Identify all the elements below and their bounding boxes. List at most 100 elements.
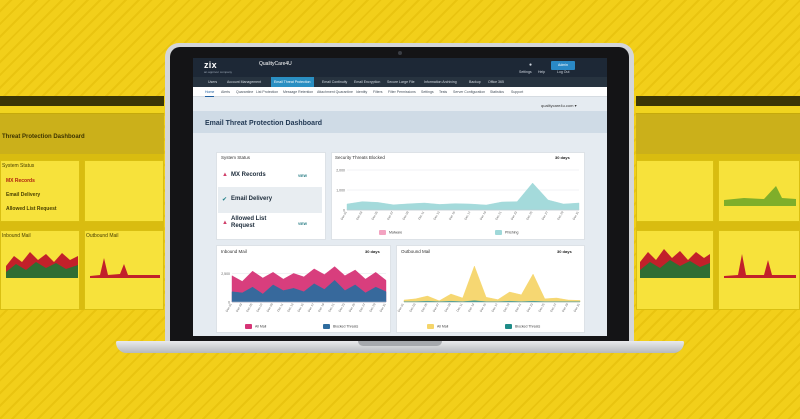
subnav-server-configuration[interactable]: Server Configuration bbox=[453, 90, 486, 94]
legend-swatch bbox=[323, 324, 330, 329]
legend-malware: Malware bbox=[379, 230, 402, 235]
legend-blocked-threats: Blocked Threats bbox=[505, 324, 540, 329]
threats-chart: 0 1,000 2,000 Dec 01 Dec 03 Dec 05 Dec 07 Dec 0… bbox=[336, 169, 580, 221]
primary-nav: Users Account Management Email Threat Pr… bbox=[193, 77, 607, 87]
settings-link[interactable]: Settings bbox=[519, 70, 532, 74]
x-tick-label: Dec 05 bbox=[420, 302, 428, 313]
side-status-card bbox=[0, 160, 80, 222]
legend-label: Blocked Threats bbox=[333, 324, 359, 329]
logout-link[interactable]: Log Out bbox=[557, 70, 570, 74]
subnav-attachment-quarantine[interactable]: Attachment Quarantine bbox=[317, 90, 353, 94]
outbound-days[interactable]: 30 days bbox=[557, 249, 572, 254]
x-tick-label: Dec 11 bbox=[276, 302, 284, 312]
subnav-identity[interactable]: Identity bbox=[356, 90, 368, 94]
side-status-title: System Status bbox=[2, 163, 35, 169]
side-inbound-title: Inbound Mail bbox=[2, 233, 31, 239]
x-tick-label: Dec 01 bbox=[397, 302, 405, 313]
x-tick-label: Dec 19 bbox=[317, 302, 325, 313]
x-tick-label: Dec 27 bbox=[541, 210, 549, 221]
status-row-email-delivery[interactable]: ✔ Email Delivery bbox=[218, 187, 322, 213]
side-navbar bbox=[636, 106, 800, 114]
x-tick-label: Dec 23 bbox=[510, 210, 518, 221]
nav-email-threat-protection[interactable]: Email Threat Protection bbox=[271, 77, 314, 87]
x-tick-label: Dec 03 bbox=[355, 210, 363, 221]
subnav-statistics[interactable]: Statistics bbox=[490, 90, 505, 94]
nav-information-archiving[interactable]: Information Archiving bbox=[424, 80, 457, 84]
x-tick-label: Dec 15 bbox=[448, 210, 456, 221]
x-tick-label: Dec 21 bbox=[327, 302, 335, 313]
user-icon[interactable]: ● bbox=[529, 62, 533, 68]
x-tick-label: Dec 13 bbox=[432, 210, 440, 221]
x-tick-label: Dec 17 bbox=[463, 210, 471, 221]
nav-secure-large-file[interactable]: Secure Large File bbox=[387, 80, 415, 84]
subnav-list-protection[interactable]: List Protection bbox=[256, 90, 279, 94]
view-link[interactable]: VIEW bbox=[298, 222, 307, 226]
status-row-allowed-list[interactable]: ▲ Allowed List Request VIEW bbox=[218, 211, 322, 239]
x-tick-label: Dec 29 bbox=[561, 302, 569, 313]
x-tick-label: Dec 17 bbox=[491, 302, 499, 313]
legend-swatch bbox=[427, 324, 434, 329]
legend-phishing: Phishing bbox=[495, 230, 518, 235]
legend-all-mail: All Mail bbox=[245, 324, 266, 329]
subnav-message-retention[interactable]: Message Retention bbox=[283, 90, 314, 94]
nav-email-continuity[interactable]: Email Continuity bbox=[322, 80, 348, 84]
status-row-mx-records[interactable]: ▲ MX Records VIEW bbox=[218, 163, 322, 189]
outbound-title: Outbound Mail bbox=[401, 249, 431, 254]
legend-swatch bbox=[245, 324, 252, 329]
x-tick-label: Dec 13 bbox=[286, 302, 294, 313]
x-tick-label: Dec 27 bbox=[549, 302, 557, 313]
side-row-mx: MX Records bbox=[6, 178, 35, 184]
legend-label: All Mail bbox=[255, 324, 267, 329]
x-tick-label: Dec 11 bbox=[455, 302, 463, 312]
domain-selector[interactable]: qualitycare4u.com ▾ bbox=[541, 103, 577, 108]
subnav-quarantine[interactable]: Quarantine bbox=[236, 90, 254, 94]
side-page-title: Threat Protection Dashboard bbox=[2, 134, 85, 140]
series-area-all-mail bbox=[403, 265, 581, 303]
subnav-settings[interactable]: Settings bbox=[421, 90, 434, 94]
status-label: Email Delivery bbox=[231, 196, 273, 202]
subnav-filter-permissions[interactable]: Filter Permissions bbox=[388, 90, 416, 94]
x-tick-label: Dec 31 bbox=[573, 302, 581, 313]
series-area-phishing bbox=[346, 182, 580, 211]
view-link[interactable]: VIEW bbox=[298, 174, 307, 178]
subnav-support[interactable]: Support bbox=[511, 90, 524, 94]
subnav-filters[interactable]: Filters bbox=[373, 90, 383, 94]
check-icon: ✔ bbox=[222, 197, 228, 203]
subnav-tests[interactable]: Tests bbox=[439, 90, 448, 94]
subnav-alerts[interactable]: Alerts bbox=[221, 90, 230, 94]
side-status-card bbox=[636, 160, 714, 222]
threats-title: Security Threats Blocked bbox=[335, 155, 385, 160]
system-status-title: System Status bbox=[221, 155, 251, 160]
background-dashboard-right bbox=[636, 96, 800, 310]
legend-label: All Mail bbox=[437, 324, 449, 329]
app-topbar: zix an appriver company QualityCare4U ● … bbox=[193, 58, 607, 77]
legend-all-mail: All Mail bbox=[427, 324, 448, 329]
nav-backup[interactable]: Backup bbox=[469, 80, 481, 84]
x-tick-label: Dec 07 bbox=[386, 210, 394, 221]
side-threats-chart bbox=[724, 186, 796, 206]
camera-icon bbox=[398, 51, 402, 55]
nav-users[interactable]: Users bbox=[208, 80, 218, 84]
help-link[interactable]: Help bbox=[538, 70, 546, 74]
nav-email-encryption[interactable]: Email Encryption bbox=[354, 80, 381, 84]
x-tick-label: Dec 29 bbox=[368, 302, 376, 313]
logo-subtitle: an appriver company bbox=[204, 70, 233, 74]
nav-account-management[interactable]: Account Management bbox=[227, 80, 262, 84]
x-tick-label: Dec 17 bbox=[307, 302, 315, 313]
x-tick-label: Dec 13 bbox=[467, 302, 475, 313]
x-tick-label: Dec 01 bbox=[340, 210, 348, 221]
zix-logo[interactable]: zix bbox=[204, 60, 217, 70]
subnav-home[interactable]: Home bbox=[205, 87, 215, 97]
nav-office-365[interactable]: Office 365 bbox=[488, 80, 504, 84]
warning-icon: ▲ bbox=[222, 172, 228, 178]
x-tick-label: Dec 09 bbox=[444, 302, 452, 313]
side-title-band bbox=[636, 114, 800, 154]
x-tick-label: Dec 25 bbox=[348, 302, 356, 313]
legend-swatch bbox=[505, 324, 512, 329]
inbound-days[interactable]: 30 days bbox=[365, 249, 380, 254]
y-tick-label: 2,500 bbox=[221, 272, 230, 276]
side-inbound-chart bbox=[640, 249, 710, 278]
y-tick-label: 0 bbox=[343, 209, 345, 213]
threats-days[interactable]: 30 days bbox=[555, 155, 570, 160]
admin-badge[interactable]: Admin bbox=[551, 61, 575, 70]
